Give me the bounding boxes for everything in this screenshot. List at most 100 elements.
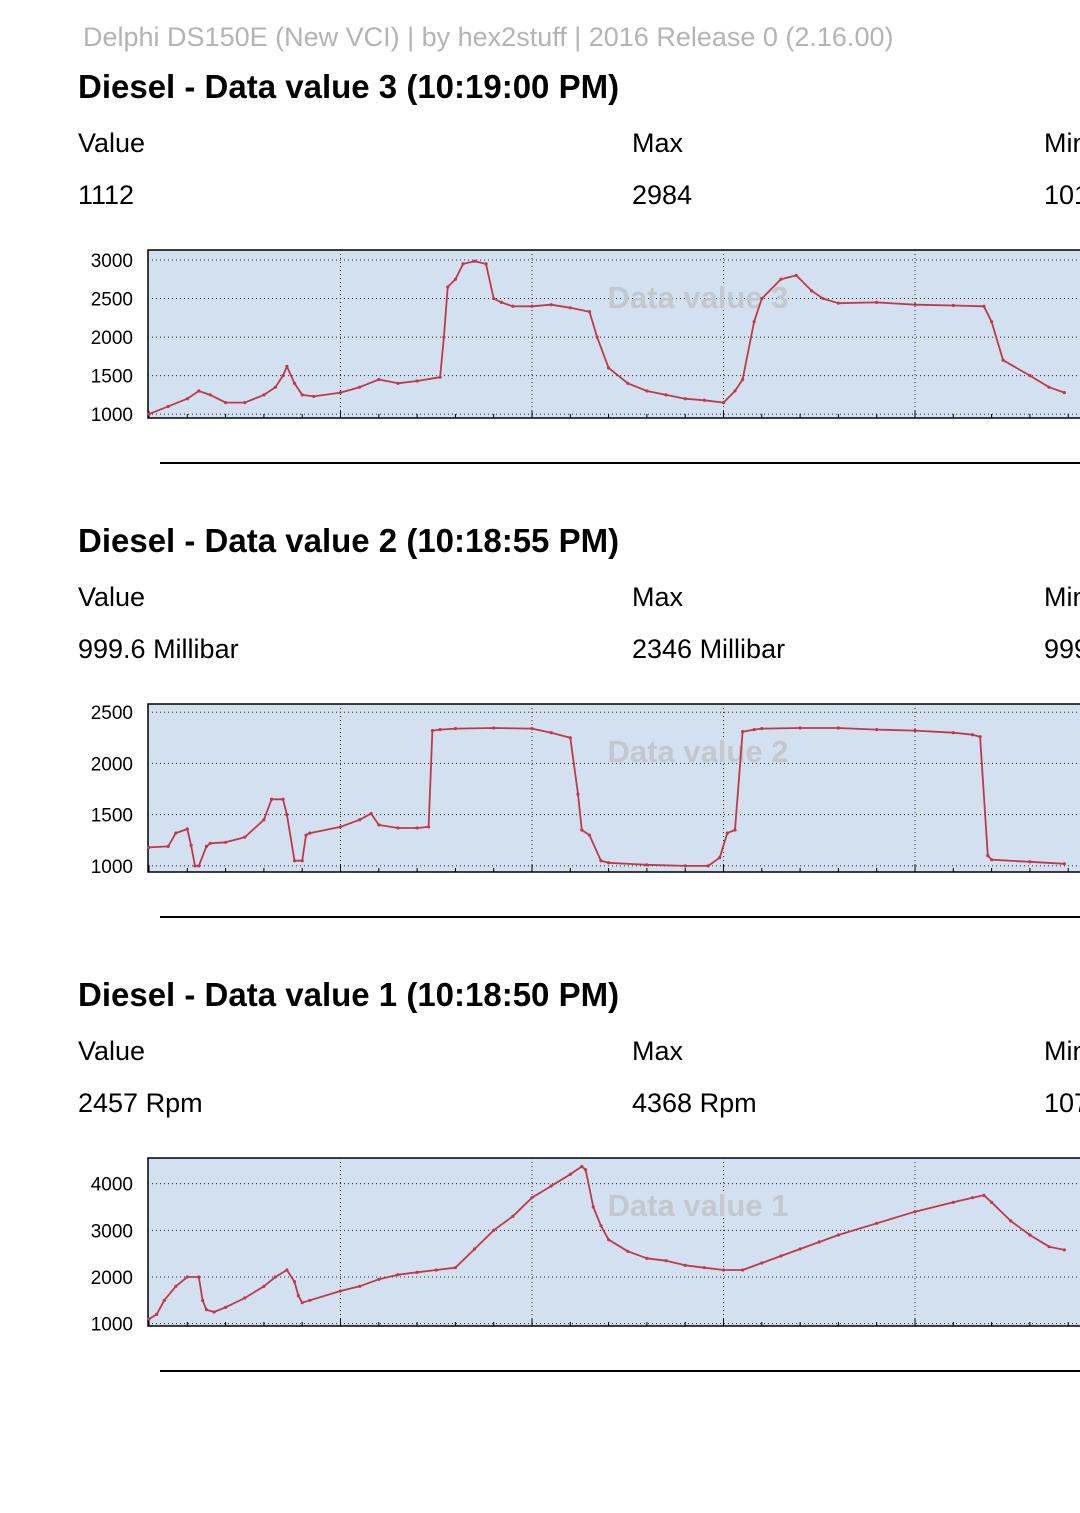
data-point — [166, 404, 170, 409]
data-point — [913, 729, 917, 733]
data-point — [453, 277, 457, 281]
data-point — [982, 1193, 986, 1197]
data-point — [1001, 358, 1005, 362]
data-point — [492, 296, 496, 301]
data-point — [369, 812, 373, 816]
data-point — [224, 400, 228, 405]
data-point — [990, 1200, 994, 1204]
data-point — [568, 736, 572, 740]
data-point — [584, 1168, 588, 1172]
data-point — [595, 335, 599, 339]
min-label: Min — [1044, 582, 1080, 612]
data-point — [338, 390, 343, 395]
data-point — [438, 375, 442, 379]
data-point — [358, 1284, 362, 1288]
data-point — [308, 1298, 312, 1302]
data-point — [779, 1254, 783, 1258]
y-tick-label: 1000 — [91, 857, 133, 878]
data-point — [683, 1263, 687, 1267]
data-point — [607, 861, 611, 865]
data-point — [212, 1310, 216, 1314]
data-point — [492, 726, 496, 730]
data-point — [396, 1273, 400, 1277]
data-point — [718, 856, 722, 860]
data-point — [472, 259, 477, 263]
data-point — [706, 864, 710, 868]
max-value: 2984 — [632, 180, 693, 210]
data-point — [599, 859, 603, 863]
data-point — [733, 828, 737, 832]
app-header: Delphi DS150E (New VCI) | by hex2stuff |… — [83, 22, 894, 52]
data-point — [568, 306, 572, 310]
data-point — [645, 389, 649, 393]
data-point — [162, 1298, 166, 1302]
section-data-value-1: Diesel - Data value 1 (10:18:50 PM) Valu… — [0, 976, 1080, 1426]
data-point — [549, 1184, 553, 1188]
section-data-value-2: Diesel - Data value 2 (10:18:55 PM) Valu… — [0, 522, 1080, 972]
data-point — [269, 797, 274, 801]
data-point — [978, 735, 982, 739]
data-point — [607, 366, 611, 370]
data-point — [821, 296, 825, 301]
data-point — [990, 858, 994, 862]
data-point — [208, 841, 212, 845]
y-tick-label: 2000 — [91, 754, 133, 775]
data-point — [262, 1284, 266, 1288]
data-point — [664, 1259, 668, 1263]
data-point — [549, 303, 553, 307]
chart-data-value-3: Data value 30510152010001500200025003000 — [91, 249, 1080, 426]
data-point — [530, 304, 534, 308]
data-point — [377, 823, 381, 827]
data-point — [530, 1196, 534, 1200]
current-value: 2457 Rpm — [78, 1088, 203, 1118]
data-point — [189, 843, 193, 847]
data-point — [147, 1317, 151, 1321]
data-point — [224, 1305, 228, 1309]
max-value: 4368 Rpm — [632, 1088, 757, 1118]
data-point — [300, 393, 304, 397]
chart-watermark: Data value 2 — [608, 734, 789, 769]
data-point — [446, 285, 450, 289]
data-point — [396, 381, 400, 385]
data-point — [549, 731, 553, 735]
section-data-value-3: Diesel - Data value 3 (10:19:00 PM) Valu… — [0, 68, 1080, 518]
data-point — [292, 381, 297, 385]
data-point — [568, 1172, 572, 1176]
data-point — [174, 1284, 178, 1288]
data-point — [415, 826, 419, 830]
data-point — [760, 726, 764, 731]
data-point — [599, 1224, 603, 1228]
data-point — [243, 835, 247, 839]
data-point — [492, 1228, 496, 1232]
data-point — [499, 300, 503, 305]
max-value: 2346 Millibar — [632, 634, 786, 664]
data-point — [197, 389, 201, 393]
plot-area — [147, 249, 1080, 419]
min-value: 101 — [1044, 180, 1080, 210]
data-point — [607, 1238, 611, 1242]
data-point — [951, 1200, 955, 1204]
data-point — [147, 845, 151, 850]
data-point — [721, 1268, 726, 1272]
y-tick-label: 1500 — [91, 806, 133, 827]
data-point — [591, 1205, 595, 1209]
chart-data-value-2: Data value 2051015201000150020002500 — [91, 703, 1080, 878]
max-label: Max — [632, 582, 684, 612]
section-title: Diesel - Data value 1 (10:18:50 PM) — [78, 976, 620, 1013]
data-point — [438, 728, 442, 732]
data-point — [155, 1312, 159, 1316]
data-point — [798, 1247, 802, 1251]
data-point — [760, 296, 764, 301]
data-point — [396, 826, 400, 830]
max-label: Max — [632, 1036, 684, 1066]
data-point — [358, 818, 362, 822]
data-point — [970, 733, 975, 737]
data-point — [338, 825, 343, 829]
data-point — [377, 377, 381, 382]
data-point — [442, 335, 446, 339]
data-point — [472, 1247, 477, 1251]
data-point — [304, 833, 308, 837]
value-label: Value — [78, 1036, 146, 1066]
data-point — [1028, 860, 1032, 864]
data-point — [741, 1268, 745, 1272]
